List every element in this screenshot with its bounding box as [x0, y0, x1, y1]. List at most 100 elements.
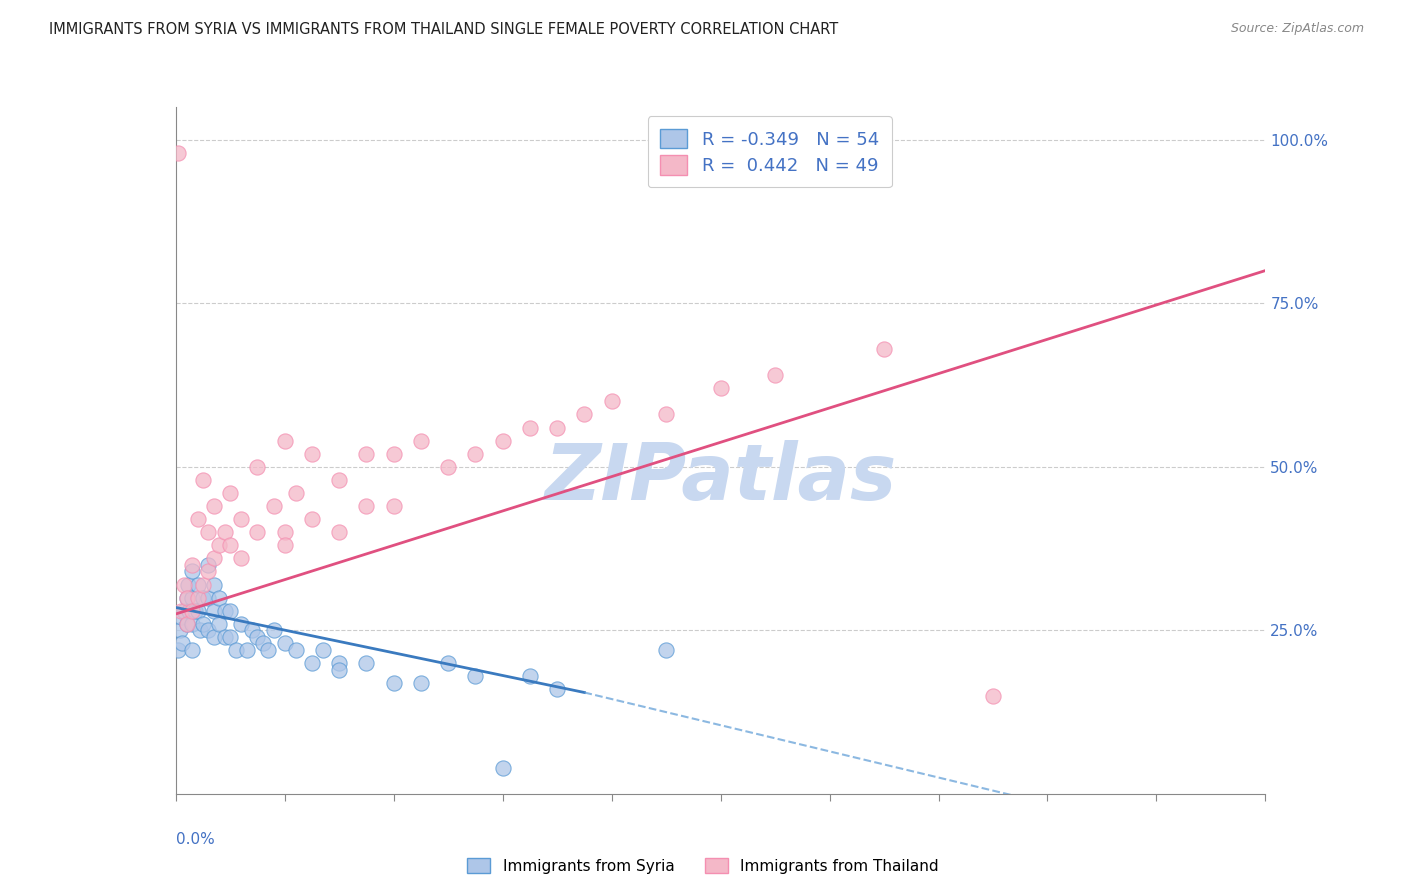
Point [176, 591, 198, 605]
Point [186, 591, 209, 605]
Point [301, 512, 323, 526]
Point [356, 447, 378, 461]
Point [225, 643, 247, 657]
Point [519, 669, 541, 683]
Text: 0.0%: 0.0% [176, 831, 215, 847]
Legend: Immigrants from Syria, Immigrants from Thailand: Immigrants from Syria, Immigrants from T… [461, 852, 945, 880]
Point [231, 512, 253, 526]
Point [208, 538, 231, 552]
Point [172, 636, 194, 650]
Point [328, 656, 350, 670]
Point [181, 558, 204, 572]
Point [274, 525, 297, 540]
Point [208, 591, 231, 605]
Point [208, 616, 231, 631]
Point [246, 459, 269, 474]
Point [219, 486, 242, 500]
Point [492, 434, 515, 448]
Point [184, 604, 207, 618]
Point [176, 591, 198, 605]
Point [519, 420, 541, 434]
Point [710, 381, 733, 395]
Point [231, 616, 253, 631]
Point [257, 643, 280, 657]
Point [167, 643, 190, 657]
Point [284, 486, 307, 500]
Point [231, 551, 253, 566]
Point [191, 591, 214, 605]
Point [186, 512, 209, 526]
Point [246, 630, 269, 644]
Point [167, 145, 190, 160]
Point [202, 604, 225, 618]
Point [655, 643, 678, 657]
Point [356, 499, 378, 513]
Point [181, 565, 204, 579]
Point [191, 577, 214, 591]
Point [202, 577, 225, 591]
Point [382, 499, 405, 513]
Point [214, 525, 236, 540]
Point [328, 663, 350, 677]
Point [409, 675, 432, 690]
Point [176, 616, 198, 631]
Point [274, 636, 297, 650]
Text: IMMIGRANTS FROM SYRIA VS IMMIGRANTS FROM THAILAND SINGLE FEMALE POVERTY CORRELAT: IMMIGRANTS FROM SYRIA VS IMMIGRANTS FROM… [49, 22, 838, 37]
Point [873, 342, 896, 356]
Point [301, 656, 323, 670]
Point [252, 636, 274, 650]
Point [409, 434, 432, 448]
Point [169, 624, 191, 638]
Point [301, 447, 323, 461]
Point [202, 551, 225, 566]
Text: Source: ZipAtlas.com: Source: ZipAtlas.com [1230, 22, 1364, 36]
Point [382, 447, 405, 461]
Point [214, 630, 236, 644]
Point [981, 689, 1004, 703]
Point [181, 604, 204, 618]
Point [235, 643, 257, 657]
Point [546, 682, 568, 697]
Point [197, 591, 219, 605]
Point [492, 761, 515, 775]
Point [655, 408, 678, 422]
Point [197, 624, 219, 638]
Point [179, 604, 201, 618]
Point [464, 447, 486, 461]
Point [219, 604, 242, 618]
Point [240, 624, 263, 638]
Point [197, 558, 219, 572]
Point [263, 624, 285, 638]
Point [437, 656, 460, 670]
Point [181, 591, 204, 605]
Point [191, 616, 214, 631]
Point [177, 577, 200, 591]
Point [219, 630, 242, 644]
Point [284, 643, 307, 657]
Point [763, 368, 786, 383]
Point [197, 525, 219, 540]
Point [176, 616, 198, 631]
Point [173, 577, 195, 591]
Point [464, 669, 486, 683]
Text: ZIPatlas: ZIPatlas [544, 440, 897, 516]
Point [188, 624, 211, 638]
Point [202, 499, 225, 513]
Point [219, 538, 242, 552]
Point [181, 616, 204, 631]
Point [173, 604, 195, 618]
Point [246, 525, 269, 540]
Point [328, 525, 350, 540]
Point [274, 538, 297, 552]
Point [214, 604, 236, 618]
Point [274, 434, 297, 448]
Legend: R = -0.349   N = 54, R =  0.442   N = 49: R = -0.349 N = 54, R = 0.442 N = 49 [648, 116, 891, 187]
Point [356, 656, 378, 670]
Point [202, 630, 225, 644]
Point [186, 604, 209, 618]
Point [191, 473, 214, 487]
Point [574, 408, 596, 422]
Point [170, 610, 193, 624]
Point [382, 675, 405, 690]
Point [263, 499, 285, 513]
